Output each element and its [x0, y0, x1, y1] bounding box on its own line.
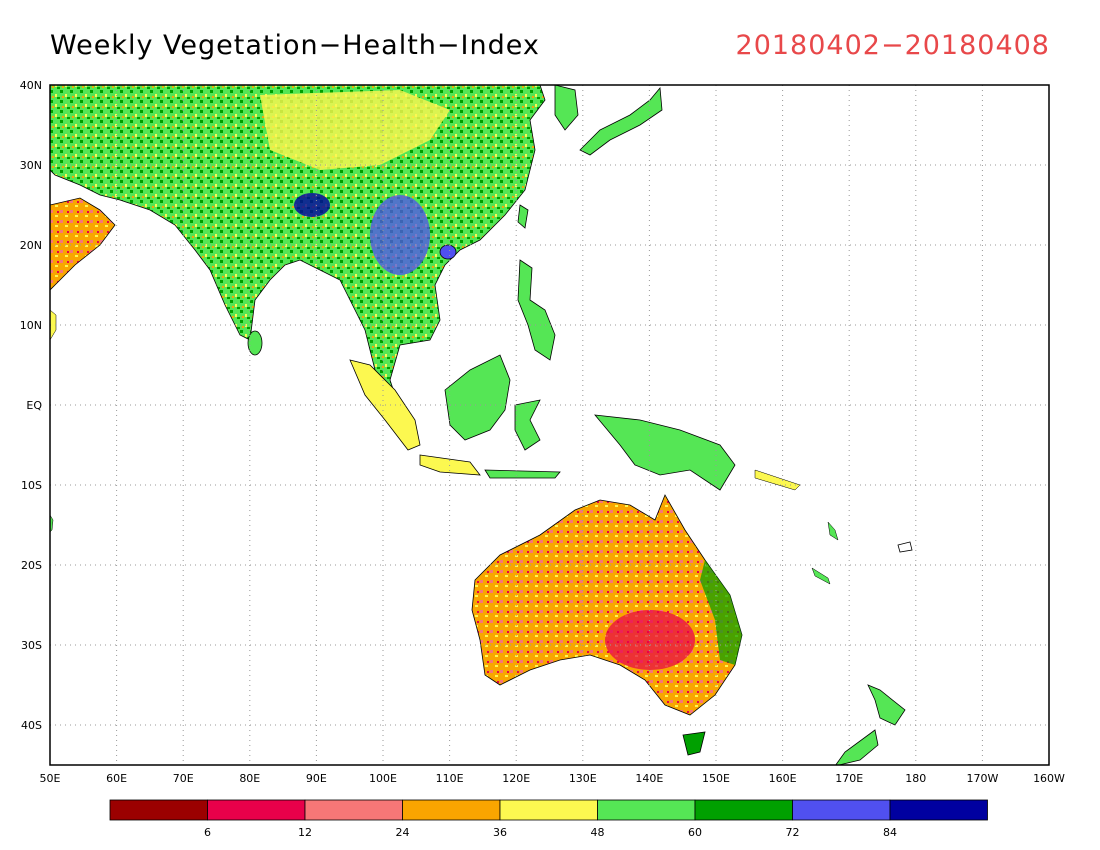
- lon-label: 150E: [702, 772, 730, 785]
- vanuatu-islands: [827, 521, 839, 541]
- colorbar-swatch: [109, 799, 208, 821]
- asia-land: [50, 85, 546, 396]
- lon-axis: 50E 60E 70E 80E 90E 100E 110E 120E 130E …: [40, 772, 1066, 785]
- lon-label: 110E: [436, 772, 464, 785]
- lat-label: 40N: [20, 79, 42, 92]
- lat-label: 40S: [21, 719, 42, 732]
- lon-label: 140E: [635, 772, 663, 785]
- map-title: Weekly Vegetation−Health−Index: [50, 30, 540, 61]
- lat-label: EQ: [26, 399, 42, 412]
- colorbar-tick-label: 12: [298, 826, 312, 839]
- plateau-region: [260, 90, 450, 170]
- newguinea-land: [594, 414, 736, 491]
- lon-label: 160E: [769, 772, 797, 785]
- australia-east-green: [700, 560, 742, 665]
- lon-label: 180: [905, 772, 926, 785]
- lat-label: 30S: [21, 639, 42, 652]
- lon-label: 120E: [502, 772, 530, 785]
- east-africa-edge: [50, 309, 57, 341]
- lon-label: 160W: [1033, 772, 1065, 785]
- lat-label: 10S: [21, 479, 42, 492]
- colorbar-swatch: [889, 799, 988, 821]
- new-caledonia-land: [811, 567, 831, 585]
- map-frame: [49, 84, 1050, 766]
- fiji-island: [897, 541, 913, 553]
- lesser-sunda-land: [484, 469, 561, 479]
- lon-label: 80E: [239, 772, 260, 785]
- lat-label: 10N: [20, 319, 42, 332]
- lon-label: 100E: [369, 772, 397, 785]
- colorbar-ticks: 6 12 24 36 48 60 72 84: [204, 826, 897, 839]
- lat-label: 30N: [20, 159, 42, 172]
- colorbar-tick-label: 60: [688, 826, 702, 839]
- colorbar-tick-label: 36: [493, 826, 507, 839]
- colorbar-tick-label: 84: [883, 826, 897, 839]
- colorbar-swatch: [207, 799, 306, 821]
- lon-label: 170W: [966, 772, 998, 785]
- australia-dry-region: [605, 610, 695, 670]
- lon-label: 60E: [106, 772, 127, 785]
- korea-land: [554, 85, 579, 131]
- lon-label: 130E: [569, 772, 597, 785]
- graticule: [50, 85, 1049, 765]
- colorbar-swatch: [597, 799, 696, 821]
- lon-label: 170E: [835, 772, 863, 785]
- srilanka-land: [247, 330, 263, 356]
- lat-axis: 40N 30N 20N 10N EQ 10S 20S 30S 40S: [20, 79, 43, 732]
- taiwan-land: [517, 204, 529, 229]
- lat-label: 20N: [20, 239, 42, 252]
- sulawesi-land: [514, 399, 541, 451]
- philippines-land: [517, 259, 556, 361]
- colorbar: [109, 799, 988, 821]
- colorbar-swatch: [792, 799, 891, 821]
- bangladesh-wet-region: [294, 193, 330, 217]
- colorbar-tick-label: 6: [204, 826, 211, 839]
- colorbar-swatch: [304, 799, 403, 821]
- solomon-islands: [754, 469, 801, 491]
- colorbar-swatch: [694, 799, 793, 821]
- colorbar-swatch: [499, 799, 598, 821]
- nz-south-land: [835, 729, 879, 765]
- japan-land: [579, 87, 663, 156]
- tasmania-land: [682, 731, 706, 756]
- lon-label: 70E: [173, 772, 194, 785]
- lon-label: 50E: [40, 772, 61, 785]
- lon-label: 90E: [306, 772, 327, 785]
- colorbar-tick-label: 24: [396, 826, 410, 839]
- colorbar-tick-label: 48: [591, 826, 605, 839]
- landmasses: [50, 85, 913, 765]
- lat-label: 20S: [21, 559, 42, 572]
- colorbar-tick-label: 72: [786, 826, 800, 839]
- date-range: 20180402−20180408: [735, 30, 1050, 61]
- hainan-land: [439, 244, 457, 260]
- colorbar-swatch: [402, 799, 501, 821]
- indochina-wet-region: [370, 195, 430, 275]
- borneo-land: [444, 354, 511, 441]
